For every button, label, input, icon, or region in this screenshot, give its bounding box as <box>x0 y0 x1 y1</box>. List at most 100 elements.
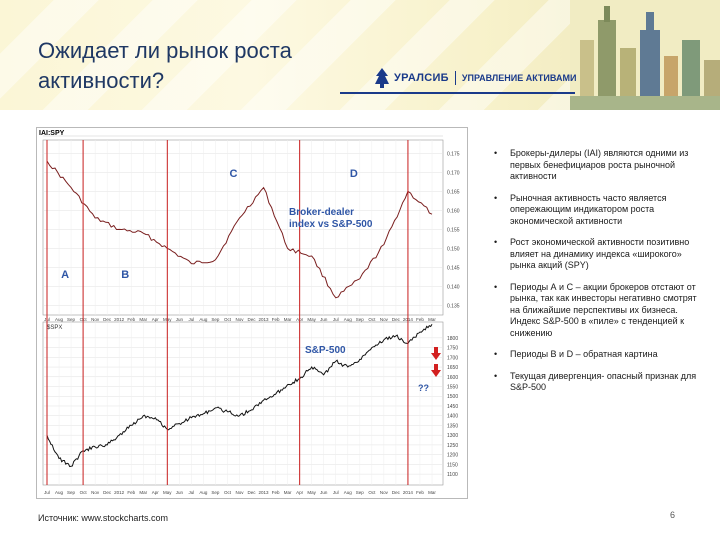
bullet-dot: • <box>494 349 498 359</box>
broker-dealer-ratio-line <box>46 160 433 299</box>
uralsib-emblem-icon <box>375 68 389 88</box>
x-tick-label: 2012 <box>114 490 125 495</box>
x-tick-label: Aug <box>344 490 353 495</box>
x-tick-label: Dec <box>103 317 112 322</box>
x-tick-label: Jul <box>333 490 339 495</box>
x-tick-label: Dec <box>248 317 257 322</box>
x-tick-label: Dec <box>392 490 401 495</box>
x-tick-label: Sep <box>356 490 365 495</box>
x-tick-label: Nov <box>235 490 244 495</box>
y-tick-label: 1500 <box>447 394 458 400</box>
question-marks-annotation: ?? <box>418 383 429 393</box>
list-item: • Периоды В и D – обратная картина <box>494 349 704 361</box>
y-tick-label: 1350 <box>447 423 458 429</box>
company-logo: УРАЛСИБ УПРАВЛЕНИЕ АКТИВАМИ <box>373 66 576 90</box>
bullet-text: Рыночная активность часто является опере… <box>510 192 667 226</box>
x-tick-label: Sep <box>211 490 220 495</box>
x-tick-label: Mar <box>139 490 147 495</box>
top-panel-ticker: IAI:SPY <box>39 130 65 137</box>
y-tick-label: 1400 <box>447 414 458 420</box>
y-tick-label: 0.175 <box>447 151 460 157</box>
list-item: • Рост экономической активности позитивно… <box>494 237 704 272</box>
bullet-text: Периоды В и D – обратная картина <box>510 349 658 359</box>
x-tick-label: Jul <box>188 490 194 495</box>
y-tick-label: 0.135 <box>447 303 460 309</box>
x-tick-label: Aug <box>344 317 353 322</box>
y-tick-label: 1550 <box>447 385 458 391</box>
x-tick-label: Sep <box>67 317 76 322</box>
period-divider-lines <box>46 140 409 485</box>
broker-dealer-annotation-line2: index vs S&P-500 <box>289 219 373 230</box>
x-tick-label: Mar <box>284 317 292 322</box>
top-panel-frame <box>42 139 444 316</box>
y-tick-label: 0.140 <box>447 284 460 290</box>
bullet-text: Рост экономической активности позитивно … <box>510 237 690 270</box>
x-tick-label: Oct <box>224 490 232 495</box>
x-tick-label: Jun <box>176 490 184 495</box>
x-tick-label: Jul <box>333 317 339 322</box>
x-tick-label: 2013 <box>259 317 270 322</box>
x-tick-label: Feb <box>127 317 135 322</box>
page-number: 6 <box>670 510 676 520</box>
x-tick-label: Nov <box>380 490 389 495</box>
x-tick-label: Feb <box>416 317 424 322</box>
period-label-a: A <box>61 269 69 281</box>
y-tick-label: 1250 <box>447 443 458 449</box>
bullet-dot: • <box>494 237 498 247</box>
x-tick-label: Dec <box>248 490 257 495</box>
y-tick-label: 1450 <box>447 404 458 410</box>
y-tick-label: 1700 <box>447 355 458 361</box>
stockcharts-figure: IAI:SPY $SPX 0.175 0.170 0.165 0.160 0.155 0.… <box>36 127 468 499</box>
x-tick-label: Oct <box>80 490 88 495</box>
bottom-panel-ticker: $SPX <box>47 325 62 331</box>
x-tick-label: Mar <box>139 317 147 322</box>
down-arrow-icon <box>431 364 441 377</box>
x-tick-label: May <box>307 317 316 322</box>
y-tick-label: 1800 <box>447 336 458 342</box>
x-tick-label: Jun <box>320 490 328 495</box>
bullet-dot: • <box>494 148 498 158</box>
x-tick-label: 2014 <box>403 490 414 495</box>
bullet-dot: • <box>494 192 498 203</box>
x-tick-label: Jun <box>320 317 328 322</box>
x-tick-label: 2012 <box>114 317 125 322</box>
x-tick-label: Dec <box>392 317 401 322</box>
x-tick-label: 2013 <box>259 490 270 495</box>
top-panel-grid <box>43 140 443 315</box>
sp500-annotation: S&P-500 <box>305 345 346 356</box>
mid-x-ticks: JulAugSepOctNovDec2012FebMarAprMayJunJul… <box>44 317 436 322</box>
y-tick-label: 0.160 <box>447 208 460 214</box>
x-tick-label: Mar <box>284 490 292 495</box>
y-tick-label: 1300 <box>447 433 458 439</box>
bullet-dot: • <box>494 370 498 381</box>
y-tick-label: 0.165 <box>447 189 460 195</box>
x-tick-label: Feb <box>272 317 280 322</box>
y-tick-label: 0.145 <box>447 265 460 271</box>
x-tick-label: Aug <box>55 490 64 495</box>
x-tick-label: Aug <box>199 490 208 495</box>
x-tick-label: Aug <box>55 317 64 322</box>
x-tick-label: Mar <box>428 317 436 322</box>
x-tick-label: Feb <box>416 490 424 495</box>
y-tick-label: 1200 <box>447 453 458 459</box>
x-tick-label: Nov <box>91 490 100 495</box>
x-tick-label: May <box>163 490 172 495</box>
logo-name: УРАЛСИБ <box>394 72 449 84</box>
x-tick-label: Apr <box>152 490 160 495</box>
bottom-panel-y-ticks: 1800 1750 1700 1650 1600 1550 1500 1450 1400 1350… <box>447 336 458 478</box>
x-tick-label: Sep <box>211 317 220 322</box>
x-tick-label: Nov <box>380 317 389 322</box>
city-skyline-illustration <box>570 0 720 110</box>
x-tick-label: Oct <box>224 317 232 322</box>
x-tick-label: May <box>307 490 316 495</box>
broker-dealer-annotation-line1: Broker-dealer <box>289 207 354 218</box>
bottom-x-ticks: Jul Aug Sep Oct Nov Dec 2012 Feb Mar Apr May Jun Jul… <box>44 490 436 495</box>
bullet-text: Текущая дивергенция- опасный признак для… <box>510 370 697 393</box>
x-tick-label: Nov <box>91 317 100 322</box>
logo-subtitle: УПРАВЛЕНИЕ АКТИВАМИ <box>461 73 577 83</box>
list-item: • Текущая дивергенция- опасный признак дл… <box>494 371 704 394</box>
x-tick-label: Aug <box>199 317 208 322</box>
logo-separator <box>454 71 456 85</box>
x-tick-label: Sep <box>356 317 365 322</box>
y-tick-label: 1650 <box>447 365 458 371</box>
